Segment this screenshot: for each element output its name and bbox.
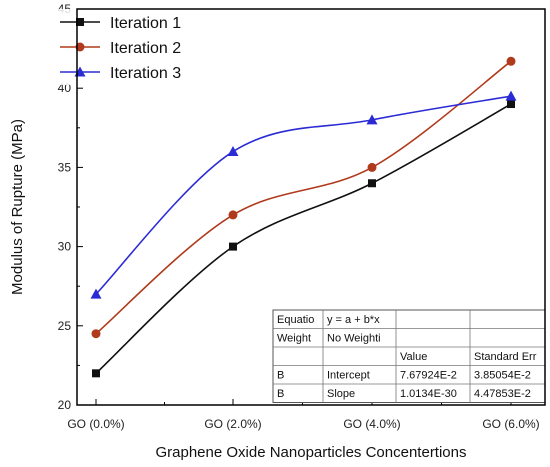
series-line-1 [95,103,512,374]
data-point-series-1 [92,369,100,378]
y-axis-title: Modulus of Rupture (MPa) [9,119,26,295]
series-line-2 [95,60,512,335]
data-point-series-2 [91,329,101,339]
data-point-series-3 [90,288,102,299]
table-cell: Standard Err [474,351,537,363]
table-cell: 3.85054E-2 [474,370,531,382]
plot-frame [76,8,546,406]
legend-marker [76,18,84,26]
data-point-series-1 [368,179,376,188]
table-cell: Slope [327,388,355,400]
table-cell: y = a + b*x [327,314,380,326]
data-point-series-1 [507,100,515,109]
series-line-3 [95,95,512,295]
data-point-series-2 [367,162,377,172]
x-tick-label: GO (2.0%) [204,417,261,431]
legend: Iteration 1 Iteration 2 Iteration 3 [55,9,230,85]
table-cell: 4.47853E-2 [474,388,531,400]
legend-entry-label: Iteration 3 [110,65,181,82]
data-point-series-2 [228,210,238,220]
table-cell: Value [400,351,427,363]
x-tick-label: GO (6.0%) [482,417,539,431]
table-cell: 7.67924E-2 [400,370,457,382]
data-point-series-3 [227,146,239,157]
legend-entry-label: Iteration 2 [110,40,181,57]
fit-results-table: Equatio y = a + b*x Weight No Weighti Value S… [272,309,546,403]
y-tick-label: 30 [58,240,72,254]
table-cell: B [277,370,284,382]
x-tick-labels: GO (0.0%) GO (2.0%) GO (4.0%) GO (6.0%) [67,417,539,431]
series-lines [95,60,512,374]
x-tick-label: GO (0.0%) [67,417,124,431]
data-point-series-2 [506,56,516,66]
y-tick-label: 20 [58,398,72,412]
table-cell: Equatio [277,314,314,326]
x-axis-title: Graphene Oxide Nanoparticles Concenterti… [155,444,466,461]
table-cell: 1.0134E-30 [400,388,457,400]
series-markers [90,56,517,378]
data-point-series-3 [366,114,378,125]
legend-entry-label: Iteration 1 [110,15,181,32]
table-cell: No Weighti [327,333,381,345]
table-cell: Weight [277,333,311,345]
table-cell: B [277,388,284,400]
table-cell: Intercept [327,370,370,382]
table-background [272,309,546,403]
y-tick-label: 25 [58,319,72,333]
x-tick-label: GO (4.0%) [343,417,400,431]
data-point-series-1 [229,242,237,251]
y-tick-label: 35 [58,160,72,174]
data-point-series-3 [505,90,517,101]
